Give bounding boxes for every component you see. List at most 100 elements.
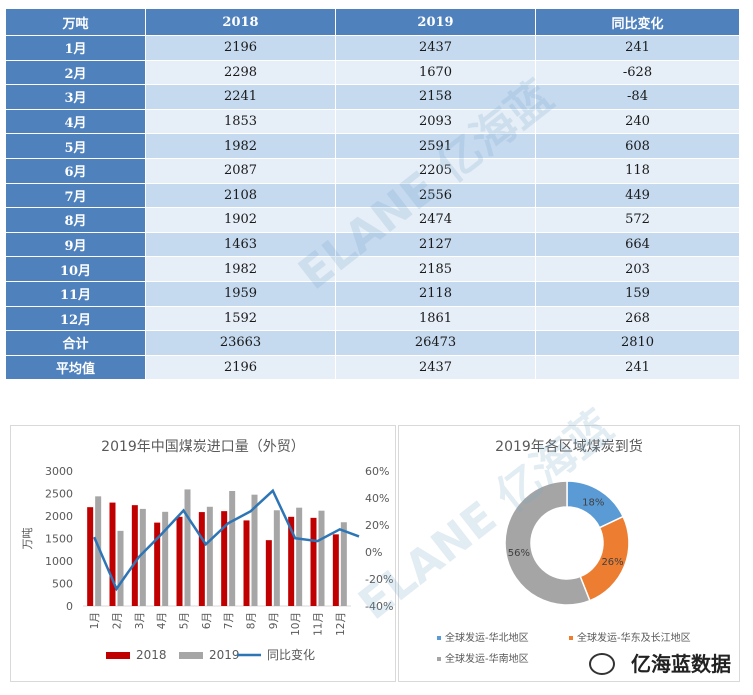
legend-label: 2019 — [209, 648, 240, 662]
row-label: 12月 — [5, 305, 146, 332]
y2-tick-label: -40% — [365, 600, 393, 613]
table-row: 合计 23663 26473 2810 — [5, 330, 740, 356]
monthly-import-chart: 2019年中国煤炭进口量（外贸） 0 500 1000 1500 2000 2500 300… — [10, 425, 396, 682]
x-tick-label: 7月 — [223, 612, 235, 629]
y-tick-label: 3000 — [45, 465, 73, 478]
table-row: 1月 2196 2437 241 — [5, 35, 740, 61]
value-change: 572 — [535, 207, 740, 233]
value-2019: 1670 — [335, 59, 536, 86]
y2-tick-label: 60% — [365, 465, 389, 478]
row-label: 6月 — [5, 157, 146, 184]
y2-tick-label: -20% — [365, 573, 393, 586]
coal-import-table: 万吨 2018 2019 同比变化 1月 2196 2437 241 2月 2298 167… — [5, 8, 740, 381]
row-label: 11月 — [5, 280, 146, 307]
bar-2019 — [117, 530, 124, 606]
bar-2019 — [206, 506, 213, 606]
row-label: 10月 — [5, 256, 146, 282]
wechat-icon — [589, 653, 615, 675]
legend-label: 全球发运-华东及长江地区 — [577, 631, 691, 644]
value-change: 241 — [535, 35, 740, 61]
header-2018: 2018 — [145, 8, 336, 36]
value-2018: 2241 — [145, 84, 336, 110]
y-tick-label: 1500 — [45, 533, 73, 546]
y2-tick-label: 20% — [365, 519, 389, 532]
x-tick-label: 12月 — [335, 612, 347, 636]
value-2018: 2087 — [145, 157, 336, 184]
row-label: 合计 — [5, 330, 146, 356]
y-axis-label: 万吨 — [21, 528, 34, 550]
value-2018: 2108 — [145, 182, 336, 209]
table-row: 4月 1853 2093 240 — [5, 108, 740, 135]
bar-2018 — [131, 505, 138, 606]
table-row: 12月 1592 1861 268 — [5, 305, 740, 332]
value-2019: 2118 — [335, 280, 536, 307]
table-row: 5月 1982 2591 608 — [5, 133, 740, 159]
y2-tick-label: 0% — [365, 546, 382, 559]
table-row: 平均值 2196 2437 241 — [5, 354, 740, 381]
row-label: 2月 — [5, 59, 146, 86]
legend-swatch — [569, 636, 573, 640]
legend-swatch — [437, 636, 441, 640]
bar-2019 — [162, 511, 169, 606]
bar-2018 — [109, 502, 116, 606]
x-tick-label: 2月 — [112, 612, 124, 629]
row-label: 5月 — [5, 133, 146, 159]
value-2019: 2127 — [335, 231, 536, 258]
x-tick-label: 6月 — [201, 612, 213, 629]
legend-label: 2018 — [136, 648, 167, 662]
bar-2019 — [139, 508, 146, 606]
value-change: 268 — [535, 305, 740, 332]
value-2018: 1902 — [145, 207, 336, 233]
bar-2019 — [340, 522, 347, 606]
value-2018: 1982 — [145, 256, 336, 282]
table-row: 2月 2298 1670 -628 — [5, 59, 740, 86]
y2-tick-label: 40% — [365, 492, 389, 505]
row-label: 3月 — [5, 84, 146, 110]
value-2019: 26473 — [335, 330, 536, 356]
y-tick-label: 2500 — [45, 488, 73, 501]
table-header-row: 万吨 2018 2019 同比变化 — [5, 8, 740, 36]
value-2019: 1861 — [335, 305, 536, 332]
header-unit: 万吨 — [5, 8, 146, 36]
y-tick-label: 500 — [52, 578, 73, 591]
y-tick-label: 2000 — [45, 510, 73, 523]
bar-2019 — [318, 510, 325, 606]
header-2019: 2019 — [335, 8, 536, 36]
bar-2018 — [332, 534, 339, 606]
value-change: 240 — [535, 108, 740, 135]
bar-chart-title: 2019年中国煤炭进口量（外贸） — [101, 439, 305, 455]
header-change: 同比变化 — [535, 8, 740, 36]
bar-2019 — [95, 496, 102, 606]
row-label: 9月 — [5, 231, 146, 258]
table-row: 9月 1463 2127 664 — [5, 231, 740, 258]
bar-2019 — [251, 494, 258, 606]
table-row: 7月 2108 2556 449 — [5, 182, 740, 209]
bar-chart-svg: 0 500 1000 1500 2000 2500 3000 -40% -20% 0% 20% 40%… — [21, 465, 393, 662]
x-tick-label: 10月 — [290, 612, 302, 636]
value-2019: 2158 — [335, 84, 536, 110]
x-tick-label: 4月 — [156, 612, 168, 629]
legend-swatch — [179, 652, 203, 659]
value-2019: 2093 — [335, 108, 536, 135]
y-tick-label: 0 — [66, 600, 73, 613]
table-row: 10月 1982 2185 203 — [5, 256, 740, 282]
x-tick-label: 1月 — [89, 612, 101, 629]
y-tick-label: 1000 — [45, 555, 73, 568]
x-tick-label: 11月 — [313, 612, 325, 636]
x-tick-label: 9月 — [268, 612, 280, 629]
bar-2019 — [273, 510, 280, 606]
legend-label: 全球发运-华南地区 — [445, 652, 529, 665]
bar-2018 — [288, 516, 295, 606]
legend-label: 同比变化 — [267, 647, 315, 662]
value-2018: 1853 — [145, 108, 336, 135]
value-change: 203 — [535, 256, 740, 282]
legend-label: 全球发运-华北地区 — [445, 631, 529, 644]
bar-2019 — [184, 489, 191, 606]
value-change: 159 — [535, 280, 740, 307]
value-change: -84 — [535, 84, 740, 110]
x-tick-label: 3月 — [134, 612, 146, 629]
value-2019: 2591 — [335, 133, 536, 159]
value-2018: 1592 — [145, 305, 336, 332]
slice-label: 26% — [601, 557, 623, 568]
value-2018: 2196 — [145, 354, 336, 381]
